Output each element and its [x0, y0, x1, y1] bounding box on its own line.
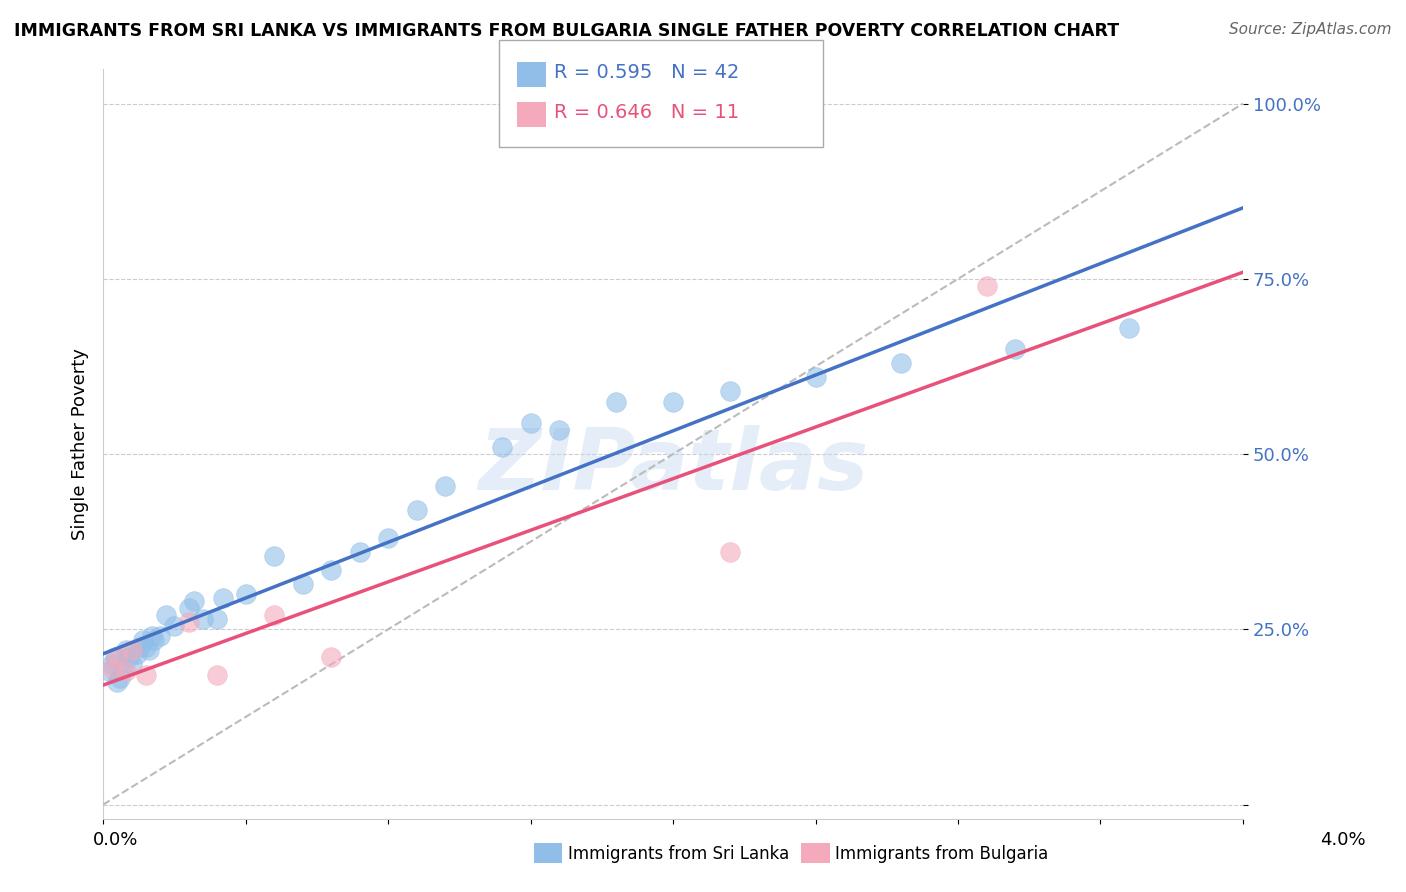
- Y-axis label: Single Father Poverty: Single Father Poverty: [72, 348, 89, 540]
- Point: [112, 661, 135, 675]
- Text: Immigrants from Sri Lanka: Immigrants from Sri Lanka: [568, 845, 789, 863]
- Point: [319, 650, 342, 665]
- Point: [205, 612, 228, 626]
- Point: [132, 632, 155, 647]
- Text: IMMIGRANTS FROM SRI LANKA VS IMMIGRANTS FROM BULGARIA SINGLE FATHER POVERTY CORR: IMMIGRANTS FROM SRI LANKA VS IMMIGRANTS …: [14, 22, 1119, 40]
- Point: [177, 615, 200, 630]
- Point: [235, 587, 257, 601]
- Point: [548, 423, 571, 437]
- Point: [155, 608, 177, 623]
- Point: [377, 531, 399, 545]
- Point: [115, 665, 138, 679]
- Point: [121, 657, 143, 672]
- Point: [143, 632, 166, 647]
- Point: [211, 591, 233, 605]
- Point: [605, 394, 627, 409]
- Text: Immigrants from Bulgaria: Immigrants from Bulgaria: [835, 845, 1049, 863]
- Point: [127, 647, 149, 661]
- Point: [118, 650, 141, 665]
- Point: [718, 545, 741, 559]
- Point: [205, 668, 228, 682]
- Point: [291, 576, 314, 591]
- Point: [105, 674, 128, 689]
- Point: [434, 478, 457, 492]
- Point: [491, 440, 513, 454]
- Point: [263, 608, 285, 623]
- Text: 4.0%: 4.0%: [1320, 831, 1365, 849]
- Point: [319, 563, 342, 577]
- Point: [263, 549, 285, 563]
- Point: [405, 503, 427, 517]
- Point: [115, 643, 138, 657]
- Point: [1004, 342, 1026, 356]
- Point: [100, 661, 122, 675]
- Point: [121, 643, 143, 657]
- Point: [138, 643, 160, 657]
- Point: [718, 384, 741, 398]
- Point: [135, 640, 157, 654]
- Text: R = 0.595   N = 42: R = 0.595 N = 42: [554, 63, 740, 82]
- Point: [1118, 321, 1140, 335]
- Text: R = 0.646   N = 11: R = 0.646 N = 11: [554, 103, 740, 122]
- Point: [135, 668, 157, 682]
- Point: [100, 657, 122, 672]
- Point: [105, 650, 128, 665]
- Point: [890, 356, 912, 370]
- Point: [804, 370, 827, 384]
- Point: [103, 650, 125, 665]
- Point: [349, 545, 371, 559]
- Text: Source: ZipAtlas.com: Source: ZipAtlas.com: [1229, 22, 1392, 37]
- Point: [97, 665, 120, 679]
- Point: [976, 278, 998, 293]
- Point: [149, 629, 172, 643]
- Point: [191, 612, 214, 626]
- Point: [141, 629, 163, 643]
- Point: [662, 394, 685, 409]
- Point: [110, 672, 132, 686]
- Point: [163, 619, 186, 633]
- Point: [129, 640, 152, 654]
- Point: [177, 601, 200, 615]
- Point: [519, 416, 541, 430]
- Point: [183, 594, 205, 608]
- Text: 0.0%: 0.0%: [93, 831, 138, 849]
- Text: ZIPatlas: ZIPatlas: [478, 425, 868, 508]
